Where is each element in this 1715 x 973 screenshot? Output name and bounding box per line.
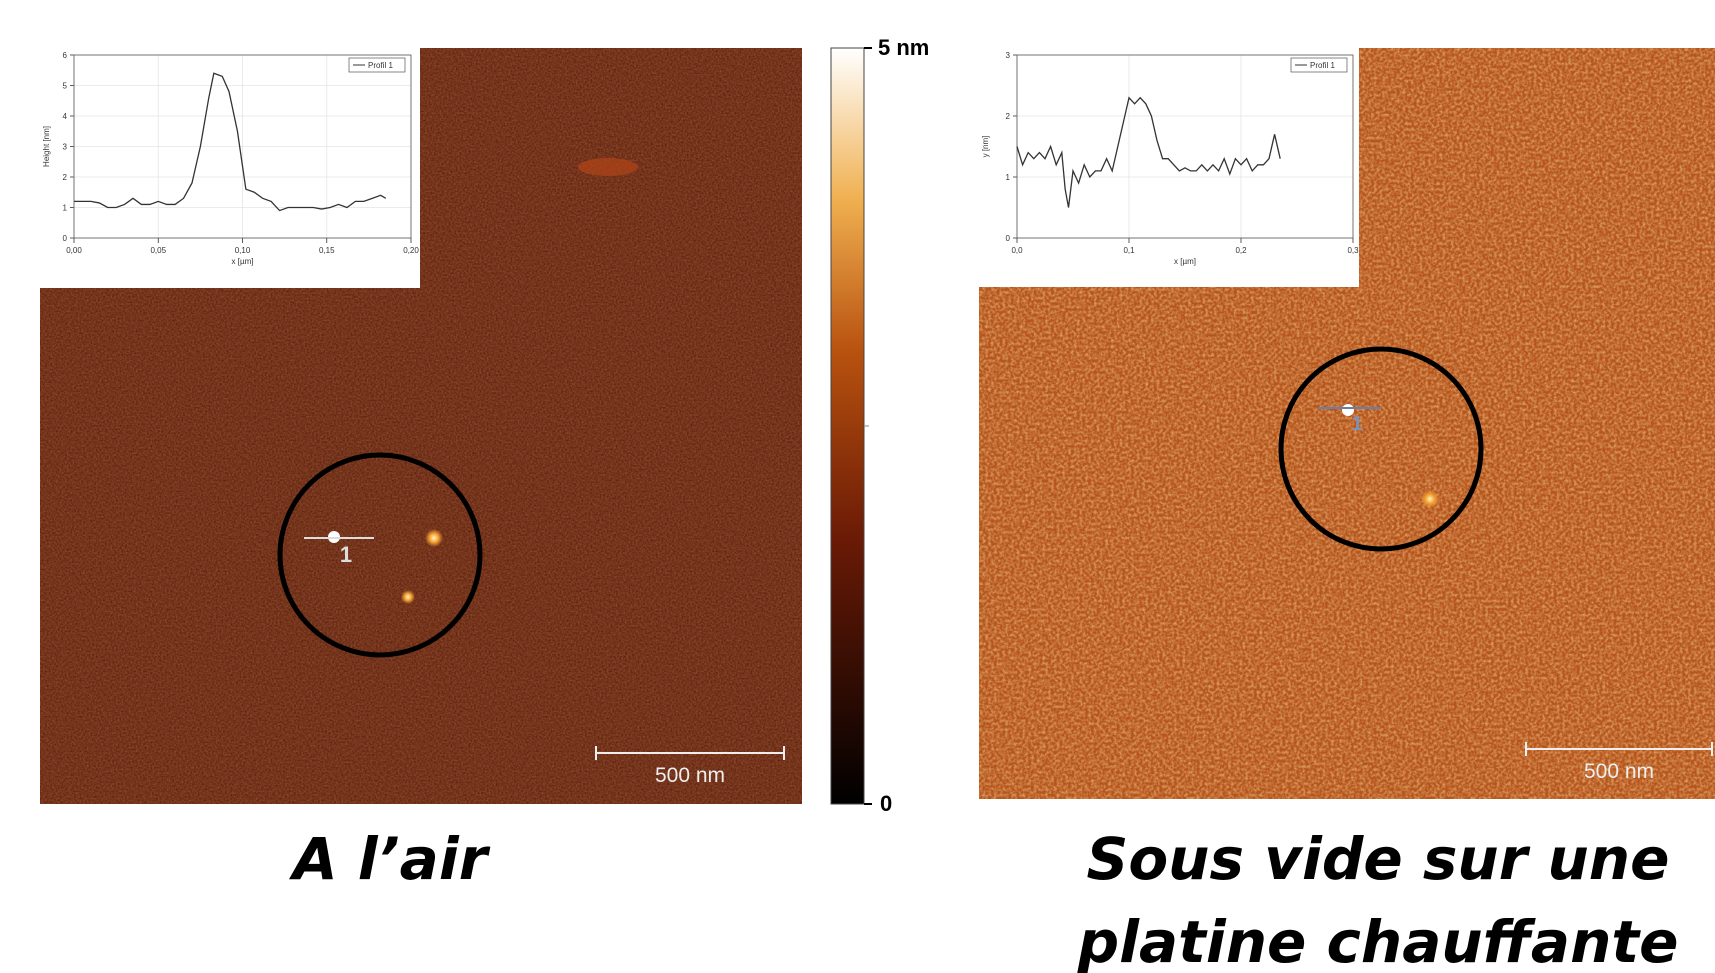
y-axis-label: y [nm] [981, 136, 990, 158]
y-tick-label: 2 [1006, 112, 1011, 121]
caption: Sous vide sur une [1087, 825, 1670, 893]
particle [425, 529, 443, 547]
particle [1421, 490, 1439, 508]
y-tick-label: 1 [1006, 173, 1011, 182]
profile-marker: 1 [340, 542, 352, 567]
x-tick-label: 0,00 [66, 246, 82, 255]
scale-bar-label: 500 nm [655, 764, 725, 787]
plot-frame [73, 54, 412, 239]
caption: A l’air [289, 825, 491, 893]
y-tick-label: 1 [63, 204, 68, 213]
y-tick-label: 3 [1006, 51, 1011, 60]
x-tick-label: 0,3 [1347, 246, 1359, 255]
profile-marker: 1 [1351, 413, 1362, 435]
profile-line [1016, 96, 1281, 208]
x-tick-label: 0,05 [150, 246, 166, 255]
profile-line [74, 72, 387, 212]
y-tick-label: 6 [63, 51, 68, 60]
x-axis-label: x [µm] [232, 257, 254, 266]
x-tick-label: 0,20 [403, 246, 419, 255]
feature [578, 158, 638, 176]
legend-label: Profil 1 [1310, 61, 1335, 70]
y-tick-label: 3 [63, 143, 68, 152]
caption: platine chauffante [1077, 908, 1679, 973]
highlight-circle [277, 452, 483, 658]
x-axis-label: x [µm] [1174, 257, 1196, 266]
inset-background [40, 48, 420, 288]
x-tick-label: 0,2 [1235, 246, 1247, 255]
x-tick-label: 0,10 [235, 246, 251, 255]
colorbar-max: 5 nm [878, 35, 929, 60]
y-tick-label: 4 [63, 112, 68, 121]
legend-box [348, 57, 406, 73]
scale-bar-label: 500 nm [1584, 760, 1654, 783]
y-tick-label: 0 [63, 234, 68, 243]
inset-background [979, 48, 1359, 287]
y-tick-label: 5 [63, 82, 68, 91]
colorbar [830, 47, 865, 805]
y-axis-label: Height [nm] [42, 126, 51, 167]
x-tick-label: 0,1 [1123, 246, 1135, 255]
y-tick-label: 2 [63, 173, 68, 182]
x-tick-label: 0,0 [1011, 246, 1023, 255]
legend-box [1290, 57, 1348, 73]
y-tick-label: 0 [1006, 234, 1011, 243]
particle [401, 590, 415, 604]
highlight-circle [1278, 346, 1484, 552]
colorbar-min: 0 [880, 791, 892, 816]
x-tick-label: 0,15 [319, 246, 335, 255]
legend-label: Profil 1 [368, 61, 393, 70]
